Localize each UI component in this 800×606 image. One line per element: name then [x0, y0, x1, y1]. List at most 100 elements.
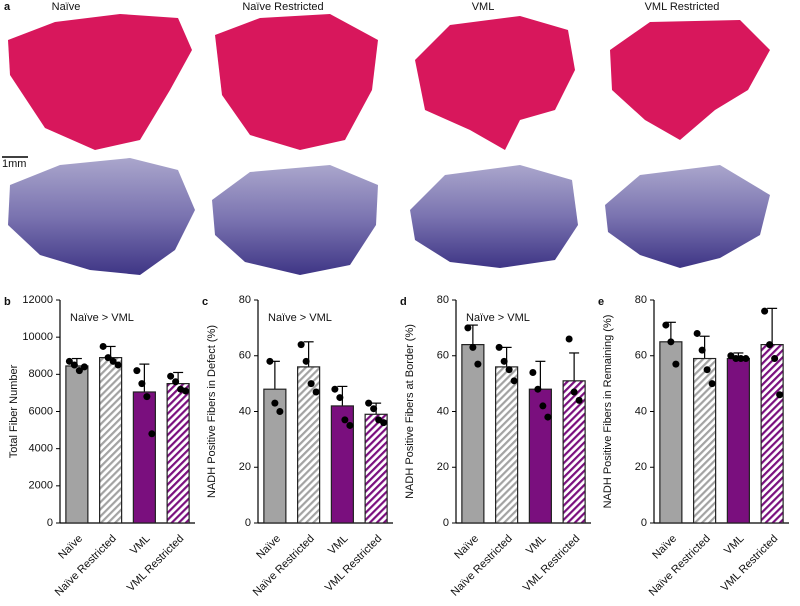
- x-tick-label: Naïve: [452, 533, 481, 562]
- data-point: [539, 402, 547, 410]
- data-point: [667, 338, 675, 346]
- bar: [297, 366, 321, 524]
- column-label: Naïve: [52, 1, 81, 13]
- data-point: [80, 363, 88, 371]
- tissue-image: [215, 14, 378, 150]
- x-tick-label: Naïve Restricted: [647, 533, 713, 599]
- data-point: [708, 380, 716, 388]
- data-point: [662, 321, 670, 329]
- y-tick-label: 20: [437, 461, 449, 473]
- data-point: [271, 399, 279, 407]
- data-point: [469, 343, 477, 351]
- data-point: [297, 341, 305, 349]
- data-point: [109, 357, 117, 365]
- y-axis-label: Total Fiber Number: [8, 364, 20, 458]
- data-point: [70, 361, 78, 369]
- bar: [65, 365, 89, 524]
- data-point: [143, 393, 151, 401]
- panel-label: c: [202, 296, 208, 308]
- column-label: VML Restricted: [645, 1, 720, 13]
- bar: [562, 380, 586, 524]
- data-point: [565, 335, 573, 343]
- y-tick-label: 20: [239, 461, 251, 473]
- data-point: [276, 408, 284, 415]
- data-point: [370, 405, 378, 413]
- data-point: [172, 378, 180, 386]
- data-point: [495, 343, 503, 351]
- y-tick-label: 60: [239, 350, 251, 362]
- y-tick-label: 80: [239, 294, 251, 306]
- column-label: VML: [472, 1, 495, 13]
- y-tick-label: 0: [47, 517, 53, 529]
- y-axis-label: NADH Positive Fibers in Remaining (%): [602, 315, 614, 509]
- bar: [166, 383, 190, 524]
- y-tick-label: 40: [635, 405, 647, 417]
- data-point: [341, 416, 349, 424]
- data-point: [703, 366, 711, 374]
- data-point: [99, 342, 107, 350]
- data-point: [575, 396, 583, 404]
- column-label: Naïve Restricted: [242, 1, 323, 13]
- y-axis-label: NADH Positive Fibers at Border (%): [404, 324, 416, 499]
- data-point: [672, 360, 680, 368]
- data-point: [336, 394, 344, 402]
- panel-label: a: [4, 1, 11, 13]
- bar: [364, 413, 388, 524]
- data-point: [75, 367, 83, 375]
- data-point: [133, 367, 141, 375]
- data-point: [104, 354, 112, 362]
- panel-label: d: [400, 296, 407, 308]
- y-tick-label: 12000: [22, 294, 53, 306]
- data-point: [266, 357, 274, 365]
- y-tick-label: 0: [443, 517, 449, 529]
- bar: [495, 366, 519, 524]
- bar: [263, 388, 287, 524]
- x-tick-label: VML: [326, 533, 350, 557]
- tissue-image: [8, 158, 195, 275]
- data-point: [766, 341, 774, 349]
- tissue-image: [410, 165, 578, 268]
- y-tick-label: 8000: [29, 368, 53, 380]
- data-point: [138, 380, 146, 388]
- panel-label: b: [4, 296, 11, 308]
- x-tick-label: Naïve: [650, 533, 679, 562]
- x-tick-label: VML: [524, 533, 548, 557]
- data-point: [167, 372, 175, 380]
- y-tick-label: 80: [635, 294, 647, 306]
- data-point: [500, 357, 508, 365]
- data-point: [732, 355, 740, 363]
- data-point: [464, 324, 472, 332]
- data-point: [114, 361, 122, 369]
- y-tick-label: 4000: [29, 443, 53, 455]
- x-tick-label: Naïve Restricted: [251, 533, 317, 599]
- data-point: [505, 366, 513, 374]
- data-point: [474, 360, 482, 368]
- y-tick-label: 0: [245, 517, 251, 529]
- data-point: [331, 385, 339, 393]
- data-point: [776, 391, 784, 399]
- nadh-stains: [8, 158, 770, 275]
- bar: [659, 341, 683, 524]
- panel-label: e: [598, 296, 604, 308]
- data-point: [544, 413, 552, 421]
- y-axis-label: NADH Positive Fibers in Defect (%): [206, 325, 218, 498]
- x-tick-label: Naïve Restricted: [53, 533, 119, 599]
- x-tick-label: VML: [128, 533, 152, 557]
- data-point: [302, 357, 310, 365]
- x-tick-label: Naïve Restricted: [449, 533, 515, 599]
- y-tick-label: 60: [635, 350, 647, 362]
- data-point: [534, 385, 542, 393]
- annotation: Naïve > VML: [466, 312, 530, 324]
- data-point: [380, 419, 388, 427]
- annotation: Naïve > VML: [70, 312, 134, 324]
- bar: [132, 391, 156, 524]
- y-tick-label: 0: [641, 517, 647, 529]
- data-point: [182, 387, 190, 395]
- bar: [693, 357, 717, 524]
- bar: [726, 357, 750, 524]
- y-tick-label: 2000: [29, 480, 53, 492]
- y-tick-label: 20: [635, 461, 647, 473]
- data-point: [510, 377, 518, 385]
- data-point: [742, 355, 750, 363]
